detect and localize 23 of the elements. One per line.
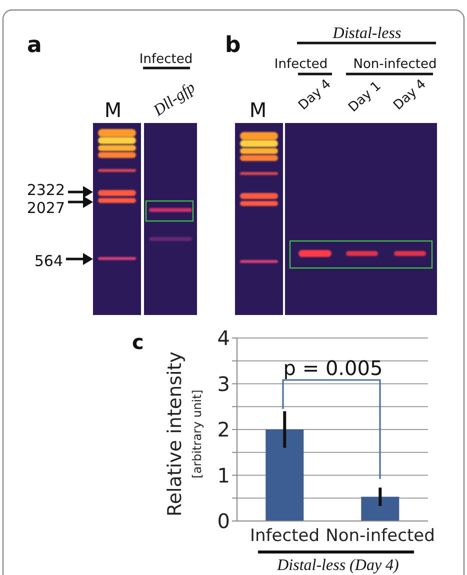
text: M: [104, 98, 122, 122]
y-tick-label: 2: [217, 418, 230, 442]
text: Day 4: [390, 76, 430, 114]
text: a: [27, 33, 42, 58]
y-tick-label: 0: [217, 509, 230, 534]
annotation: p = 0.005: [283, 356, 383, 380]
y-tick-label: 3: [217, 372, 230, 396]
text: Non-infected: [353, 57, 437, 72]
text: Infected: [274, 57, 328, 72]
text: Infected: [139, 52, 193, 67]
text: 2027: [26, 199, 65, 217]
text: c: [132, 330, 144, 354]
x-axis-title: Distal-less (Day 4): [276, 557, 399, 574]
text: Day 1: [346, 78, 384, 116]
text: Day 4: [296, 76, 334, 114]
text: M: [249, 98, 267, 122]
text: 2322: [26, 181, 65, 199]
text: 564: [34, 252, 63, 270]
y-tick-label: 1: [217, 463, 230, 488]
text: Distal-less: [332, 25, 402, 42]
y-axis-title: Relative intensity [arbitrary unit]: [164, 351, 204, 517]
y-tick-label: 4: [217, 326, 230, 350]
text: b: [225, 33, 241, 58]
